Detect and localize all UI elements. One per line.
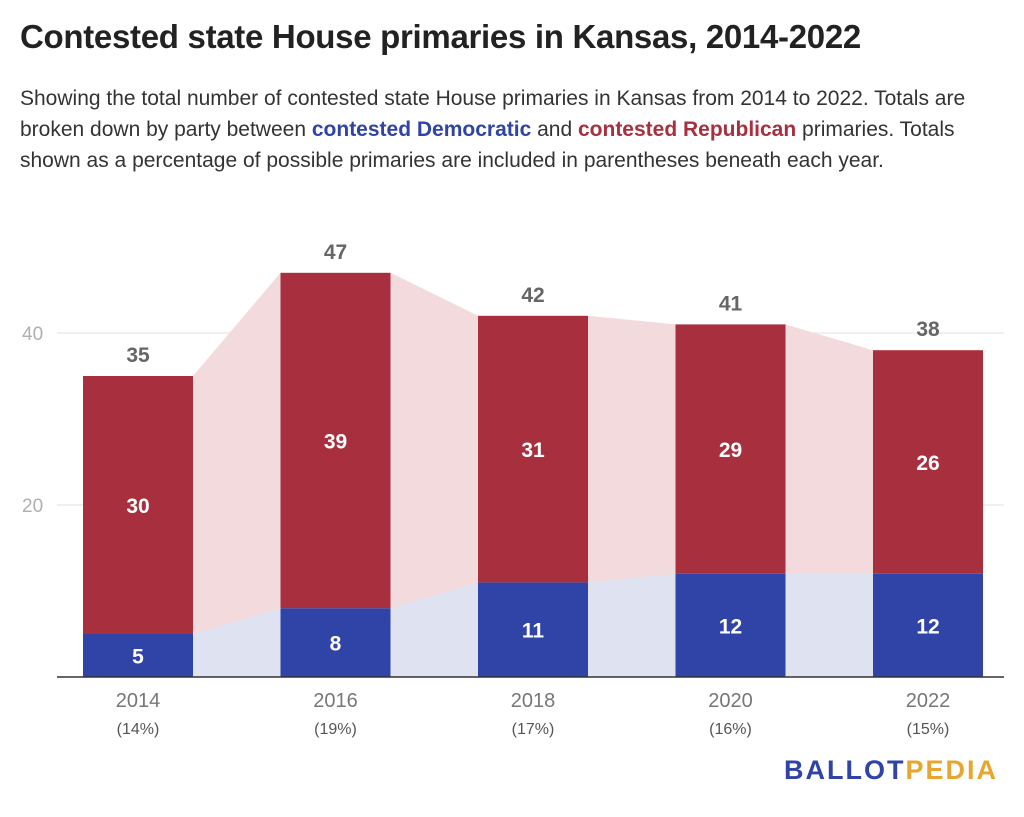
x-tick-label: 2018 <box>511 690 556 712</box>
chart-title: Contested state House primaries in Kansa… <box>20 18 861 55</box>
total-value-label: 35 <box>126 344 150 367</box>
republican-area-segment <box>390 272 478 677</box>
democratic-bar <box>873 573 983 677</box>
republican-bar <box>478 315 588 583</box>
total-value-label: 47 <box>324 241 347 264</box>
democratic-label: contested Democratic <box>311 118 532 141</box>
democratic-bar <box>675 573 786 677</box>
total-value-label: 42 <box>521 284 544 307</box>
republican-label: contested Republican <box>577 118 797 141</box>
republican-value-label: 29 <box>719 439 742 462</box>
republican-area-segment <box>193 272 281 677</box>
republican-bar <box>675 324 786 574</box>
democratic-value-label: 12 <box>916 615 939 638</box>
x-tick-label: 2022 <box>906 690 951 712</box>
x-tick-label: 2016 <box>313 690 358 712</box>
democratic-area-segment <box>193 608 281 677</box>
democratic-bar <box>478 582 588 677</box>
total-value-label: 41 <box>719 292 743 315</box>
democratic-value-label: 11 <box>522 620 545 643</box>
logo-part-1: BALLOT <box>783 755 906 785</box>
chart-subtitle: Showing the total number of contested st… <box>20 83 1005 176</box>
percent-label: (17%) <box>512 721 555 738</box>
democratic-area-segment <box>785 573 873 677</box>
republican-value-label: 31 <box>521 439 545 462</box>
democratic-value-label: 12 <box>719 615 742 638</box>
percent-label: (14%) <box>117 721 160 738</box>
republican-value-label: 26 <box>916 452 939 475</box>
total-value-label: 38 <box>916 318 940 341</box>
republican-value-label: 30 <box>126 495 149 518</box>
x-tick-label: 2020 <box>708 690 753 712</box>
y-tick-label: 40 <box>22 324 43 345</box>
y-tick-label: 20 <box>22 496 43 517</box>
republican-bar <box>83 376 193 634</box>
democratic-value-label: 8 <box>330 633 342 656</box>
democratic-area-segment <box>588 573 676 677</box>
republican-bar <box>873 350 983 574</box>
percent-label: (19%) <box>314 721 357 738</box>
republican-value-label: 39 <box>324 431 347 454</box>
democratic-bar <box>280 608 391 677</box>
democratic-area-segment <box>390 582 478 677</box>
ballotpedia-logo: BALLOTPEDIA <box>784 755 998 786</box>
subtitle-text-2: primaries. Totals shown as a percentage … <box>20 118 955 172</box>
democratic-value-label: 5 <box>132 646 144 669</box>
percent-label: (16%) <box>709 721 752 738</box>
x-tick-label: 2014 <box>116 690 161 712</box>
logo-part-2: PEDIA <box>905 755 998 785</box>
democratic-bar <box>83 634 193 677</box>
percent-label: (15%) <box>907 721 950 738</box>
subtitle-text-and: and <box>531 118 578 141</box>
subtitle-text-1: Showing the total number of contested st… <box>20 87 966 141</box>
republican-bar <box>280 272 391 609</box>
